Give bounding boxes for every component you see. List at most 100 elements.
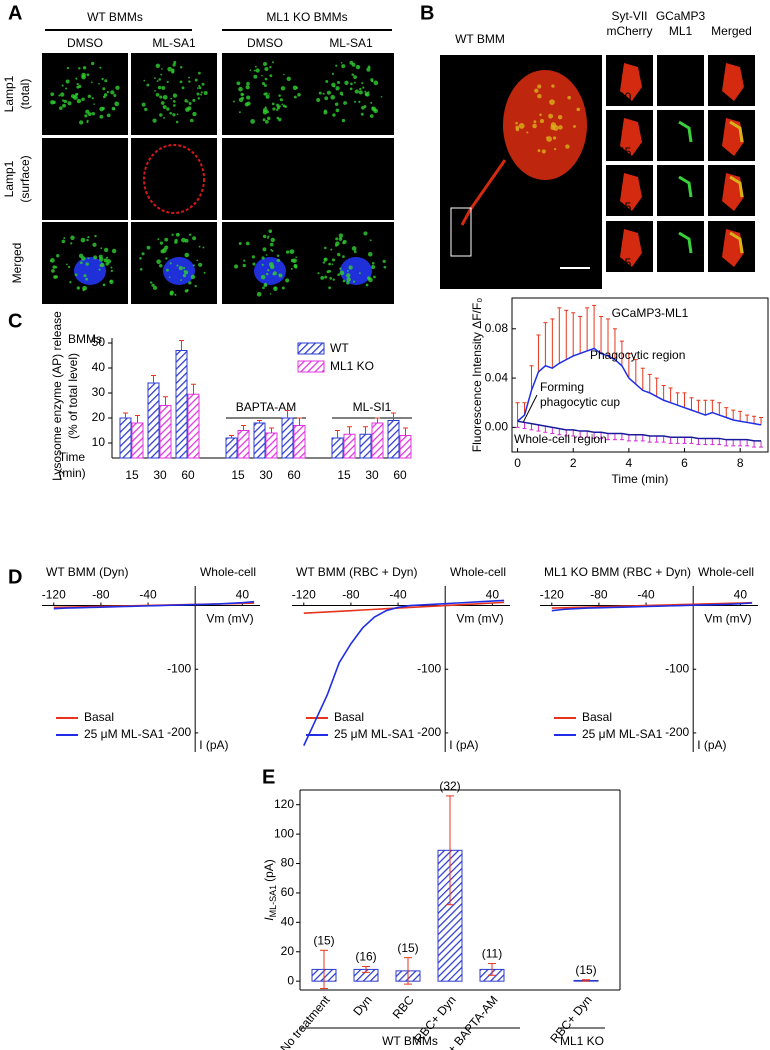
cell-signal — [87, 94, 92, 98]
cell-signal — [349, 87, 353, 91]
cell-signal — [79, 261, 83, 265]
cell-signal — [360, 112, 364, 116]
x-axis-label: Vm (mV) — [206, 612, 253, 626]
cell-signal — [61, 239, 66, 244]
cell-signal — [196, 92, 200, 96]
cell-signal — [328, 286, 332, 290]
x-tick-label: 15 — [231, 468, 245, 482]
cell-signal — [678, 120, 693, 143]
group-label: ML1 KO — [560, 1034, 604, 1048]
cell-signal — [163, 117, 165, 119]
cell-signal — [326, 270, 330, 274]
cell-signal — [332, 278, 335, 281]
cell-signal — [200, 93, 203, 96]
cell-signal — [534, 88, 539, 93]
cell-signal — [175, 120, 179, 124]
y-tick-label: -200 — [167, 725, 191, 739]
cell-signal — [358, 100, 361, 103]
cell-signal — [326, 90, 332, 95]
cell-signal — [269, 74, 273, 78]
cell-signal — [339, 270, 345, 276]
cell-signal — [371, 264, 376, 270]
cell-signal — [361, 105, 365, 110]
cell-signal — [155, 92, 160, 97]
cell-signal — [188, 76, 190, 79]
cell-signal — [269, 231, 272, 233]
cell-signal — [324, 258, 327, 261]
micrograph — [657, 165, 704, 216]
y-tick-label: 40 — [281, 915, 295, 929]
cell-signal — [537, 149, 541, 153]
cell-signal — [192, 264, 195, 267]
cell-signal — [238, 111, 241, 114]
cell-signal — [198, 245, 201, 248]
cell-signal — [184, 238, 189, 243]
cell-signal — [197, 97, 201, 100]
column-header: Merged — [711, 24, 752, 38]
nucleus — [74, 257, 106, 285]
cell-signal — [76, 286, 80, 290]
chart-title: WT BMM (Dyn) — [46, 565, 128, 579]
cell-signal — [183, 266, 186, 270]
cell-signal — [233, 100, 235, 103]
cell-signal — [272, 273, 275, 276]
x-tick-label: -120 — [292, 588, 316, 602]
series-line — [551, 601, 753, 609]
y-tick-label: 30 — [92, 385, 106, 399]
cell-signal — [353, 250, 357, 254]
cell-signal — [174, 238, 178, 243]
cell-signal — [276, 258, 281, 263]
cell-signal — [366, 67, 371, 72]
cell-signal — [169, 111, 172, 115]
cell-signal — [343, 101, 347, 105]
group-header: WT BMMs — [87, 10, 143, 24]
cell-signal — [182, 274, 187, 278]
cell-signal — [539, 119, 545, 124]
cell-signal — [263, 62, 268, 67]
cell-signal — [365, 92, 370, 97]
cell-signal — [276, 116, 280, 120]
cell-signal — [729, 231, 744, 254]
cell-signal — [250, 119, 256, 124]
cell-signal — [263, 84, 267, 87]
cell-signal — [156, 259, 161, 264]
cell-signal — [363, 231, 368, 236]
column-header: ML-SA1 — [329, 36, 373, 50]
cell-signal — [165, 268, 169, 272]
cell-signal — [103, 258, 108, 263]
legend-label: ML1 KO — [330, 359, 374, 373]
cell-signal — [90, 81, 93, 84]
cell-signal — [63, 237, 66, 240]
cell-signal — [270, 264, 275, 270]
cell-signal — [85, 262, 89, 266]
x-tick-label: 60 — [393, 468, 407, 482]
x-tick-label: No treatment — [277, 992, 333, 1050]
cell-signal — [380, 95, 383, 98]
x-tick-label: Dyn — [350, 993, 374, 1018]
cell-signal — [292, 85, 298, 91]
cell-signal — [102, 87, 106, 91]
cell-signal — [553, 147, 557, 151]
cell-signal — [146, 83, 150, 87]
micrograph — [657, 221, 704, 272]
cell-signal — [159, 113, 163, 117]
cell-signal — [330, 94, 336, 100]
cell-signal — [337, 252, 341, 257]
y-tick-label: 80 — [281, 856, 295, 870]
series-line — [517, 420, 762, 442]
cell-signal — [166, 107, 170, 111]
x-tick-label: -80 — [92, 588, 110, 602]
cell-signal — [262, 110, 268, 115]
cell-signal — [515, 127, 520, 132]
x-axis-label: Time — [59, 450, 86, 464]
cell-signal — [316, 98, 321, 102]
cell-signal — [351, 62, 356, 67]
y-tick-label: 50 — [92, 335, 106, 349]
cell-signal — [352, 280, 356, 283]
cell-signal — [185, 107, 190, 112]
series-line — [53, 600, 255, 610]
chart-title: ML1 KO BMM (RBC + Dyn) — [544, 565, 691, 579]
cell-signal — [261, 263, 264, 266]
cell-signal — [85, 277, 89, 281]
cell-signal — [172, 100, 176, 103]
